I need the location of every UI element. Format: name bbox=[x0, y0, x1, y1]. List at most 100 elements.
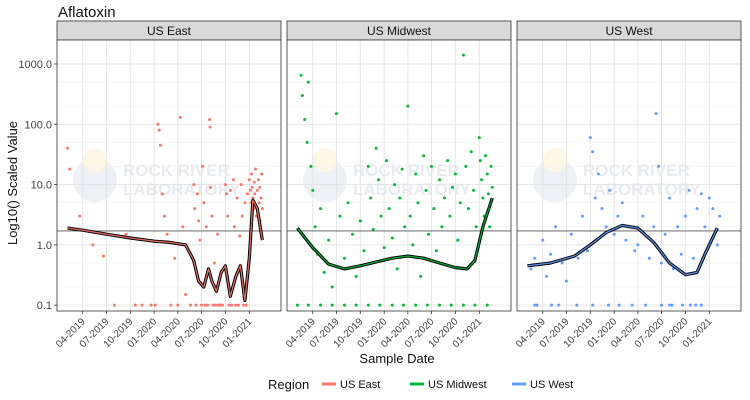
data-point bbox=[260, 172, 264, 176]
data-point bbox=[242, 303, 246, 307]
data-point bbox=[206, 303, 210, 307]
data-point bbox=[354, 303, 358, 307]
data-point bbox=[550, 303, 554, 307]
data-point bbox=[319, 207, 323, 211]
data-point bbox=[644, 303, 648, 307]
data-point bbox=[469, 150, 473, 154]
data-point bbox=[715, 243, 719, 247]
data-point bbox=[248, 188, 252, 192]
data-point bbox=[163, 214, 167, 218]
data-point bbox=[230, 303, 234, 307]
data-point bbox=[406, 104, 410, 108]
watermark-text: ROCK RIVER bbox=[353, 161, 460, 180]
data-point bbox=[544, 274, 548, 278]
data-point bbox=[239, 183, 243, 187]
data-point bbox=[681, 303, 685, 307]
data-point bbox=[630, 303, 634, 307]
data-point bbox=[474, 225, 478, 229]
data-point bbox=[416, 201, 420, 205]
data-point bbox=[169, 303, 173, 307]
data-point bbox=[334, 112, 338, 116]
data-point bbox=[451, 185, 455, 189]
data-point bbox=[576, 256, 580, 260]
data-point bbox=[309, 164, 313, 168]
data-point bbox=[385, 159, 389, 163]
data-point bbox=[473, 303, 477, 307]
data-point bbox=[616, 214, 620, 218]
data-point bbox=[311, 188, 315, 192]
data-point bbox=[535, 303, 539, 307]
legend: Region US East US Midwest US West bbox=[268, 377, 573, 392]
data-point bbox=[214, 303, 218, 307]
data-point bbox=[560, 261, 564, 265]
data-point bbox=[245, 192, 249, 196]
data-point bbox=[659, 303, 663, 307]
data-point bbox=[668, 303, 672, 307]
data-point bbox=[466, 207, 470, 211]
data-point bbox=[449, 303, 453, 307]
data-point bbox=[330, 285, 334, 289]
data-point bbox=[68, 167, 72, 171]
data-point bbox=[411, 243, 415, 247]
data-point bbox=[211, 303, 215, 307]
data-point bbox=[612, 232, 616, 236]
data-point bbox=[295, 303, 299, 307]
data-point bbox=[695, 207, 699, 211]
data-point bbox=[604, 225, 608, 229]
data-point bbox=[306, 303, 310, 307]
data-point bbox=[369, 196, 373, 200]
data-point bbox=[253, 192, 257, 196]
smooth-curve bbox=[67, 199, 263, 302]
data-point bbox=[192, 183, 196, 187]
data-point bbox=[707, 196, 711, 200]
data-point bbox=[580, 214, 584, 218]
data-point bbox=[485, 172, 489, 176]
data-point bbox=[588, 136, 592, 140]
data-point bbox=[438, 178, 442, 182]
data-point bbox=[244, 303, 248, 307]
data-point bbox=[608, 188, 612, 192]
data-point bbox=[427, 232, 431, 236]
data-point bbox=[652, 225, 656, 229]
data-point bbox=[181, 225, 185, 229]
data-point bbox=[204, 225, 208, 229]
data-point bbox=[235, 196, 239, 200]
data-point bbox=[371, 227, 375, 231]
data-point bbox=[221, 303, 225, 307]
panel-border bbox=[516, 39, 742, 312]
data-point bbox=[354, 274, 358, 278]
data-point bbox=[432, 207, 436, 211]
data-point bbox=[203, 303, 207, 307]
panel-border bbox=[286, 39, 512, 312]
data-point bbox=[425, 303, 429, 307]
smooth-curve bbox=[527, 224, 718, 276]
data-point bbox=[477, 136, 481, 140]
data-point bbox=[193, 207, 197, 211]
data-point bbox=[442, 196, 446, 200]
data-point bbox=[350, 232, 354, 236]
data-point bbox=[379, 214, 383, 218]
data-point bbox=[446, 159, 450, 163]
data-point bbox=[691, 256, 695, 260]
watermark-text: LABORATORY bbox=[123, 180, 241, 199]
x-axis-label: Sample Date bbox=[359, 351, 434, 366]
data-point bbox=[585, 249, 589, 253]
data-point bbox=[197, 219, 201, 223]
data-point bbox=[694, 303, 698, 307]
data-point bbox=[209, 185, 213, 189]
data-point bbox=[438, 303, 442, 307]
data-point bbox=[676, 225, 680, 229]
legend-label: US Midwest bbox=[428, 379, 487, 391]
data-point bbox=[149, 303, 153, 307]
data-point bbox=[647, 256, 651, 260]
data-point bbox=[257, 201, 261, 205]
data-point bbox=[305, 140, 309, 144]
plot-background bbox=[517, 40, 741, 311]
data-point bbox=[78, 214, 82, 218]
data-point bbox=[91, 243, 95, 247]
data-point bbox=[398, 196, 402, 200]
data-point bbox=[480, 178, 484, 182]
data-point bbox=[591, 150, 595, 154]
data-point bbox=[243, 201, 247, 205]
